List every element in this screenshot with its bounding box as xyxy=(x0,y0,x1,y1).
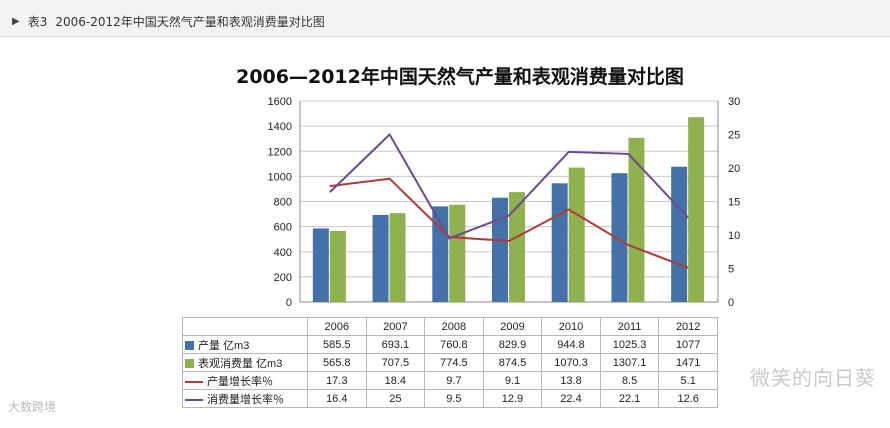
data-label: 5.1 xyxy=(658,371,718,390)
data-table: 2006 2007 2008 2009 2010 2011 2012 产量 亿m3 585.5 6… xyxy=(182,317,718,408)
data-label: 13.8 xyxy=(541,371,601,390)
data-label: 565.8 xyxy=(307,353,367,372)
data-label: 16.4 xyxy=(307,389,367,408)
data-label: 22.1 xyxy=(599,389,660,408)
y-tick-label: 200 xyxy=(274,272,292,284)
bar-production xyxy=(671,166,688,302)
table-row: 产量增长率％ 17.3 18.4 9.7 9.1 13.8 8.5 5.1 xyxy=(182,371,718,390)
legend-label: 产量增长率％ xyxy=(207,375,273,388)
table-corner xyxy=(182,317,308,336)
y-tick-label: 800 xyxy=(274,197,292,209)
data-label: 693.1 xyxy=(365,335,426,354)
legend-label: 表观消费量 亿m3 xyxy=(198,357,283,370)
data-label: 944.8 xyxy=(541,335,601,354)
x-tick-label: 2010 xyxy=(541,317,601,336)
y2-tick-label: 30 xyxy=(728,96,740,108)
caption-marker: ▶ xyxy=(12,15,20,27)
bar-production xyxy=(492,197,508,302)
legend-label: 产量 亿m3 xyxy=(198,339,250,352)
table-row: 消费量增长率％ 16.4 25 9.5 12.9 22.4 22.1 12.6 xyxy=(182,389,718,408)
watermark-right: 微笑的向日葵 xyxy=(750,366,876,390)
x-tick-label: 2009 xyxy=(482,317,543,336)
legend-entry: 表观消费量 亿m3 xyxy=(182,353,308,372)
data-label: 9.1 xyxy=(482,371,543,390)
bar-consumption xyxy=(509,192,525,302)
data-label: 18.4 xyxy=(365,371,426,390)
y2-tick-label: 25 xyxy=(728,130,740,142)
y2-tick-label: 15 xyxy=(728,197,740,209)
bar-consumption xyxy=(449,204,466,302)
bar-consumption xyxy=(628,137,645,302)
legend-swatch xyxy=(185,341,194,351)
caption-text: 2006-2012年中国天然气产量和表观消费量对比图 xyxy=(55,14,325,29)
y2-tick-label: 0 xyxy=(728,297,734,309)
chart-title: 2006—2012年中国天然气产量和表观消费量对比图 xyxy=(236,66,684,88)
x-tick-label: 2008 xyxy=(424,317,484,336)
y-tick-label: 1400 xyxy=(268,121,292,133)
data-label: 829.9 xyxy=(482,335,543,354)
data-label: 774.5 xyxy=(424,353,484,372)
data-label: 9.5 xyxy=(424,389,484,408)
bar-production xyxy=(611,173,628,302)
data-label: 707.5 xyxy=(365,353,426,372)
y-tick-label: 400 xyxy=(274,247,292,259)
data-label: 760.8 xyxy=(424,335,484,354)
x-tick-label: 2012 xyxy=(658,317,718,336)
y-tick-label: 0 xyxy=(286,297,292,309)
data-label: 12.6 xyxy=(658,389,718,408)
bar-consumption xyxy=(389,213,406,302)
data-label: 1025.3 xyxy=(599,335,660,354)
caption-label: 表3 xyxy=(27,14,48,29)
bar-consumption xyxy=(568,167,585,302)
legend-swatch xyxy=(185,359,194,369)
bar-consumption xyxy=(688,117,705,302)
legend-swatch xyxy=(185,380,203,383)
watermark-left: 大数跨境 xyxy=(8,400,57,414)
data-label: 12.9 xyxy=(482,389,543,408)
data-label: 1307.1 xyxy=(599,353,660,372)
figure-caption: ▶ 表3 2006-2012年中国天然气产量和表观消费量对比图 xyxy=(12,10,890,32)
line-production-growth xyxy=(329,177,689,269)
data-label: 25 xyxy=(365,389,426,408)
data-label: 17.3 xyxy=(307,371,367,390)
legend-entry: 产量增长率％ xyxy=(182,371,308,390)
data-label: 22.4 xyxy=(541,389,601,408)
line-consumption-growth xyxy=(329,132,689,240)
y-tick-label: 1200 xyxy=(268,146,292,158)
legend-entry: 消费量增长率％ xyxy=(182,389,308,408)
data-label: 1077 xyxy=(658,335,718,354)
x-tick-label: 2006 xyxy=(307,317,367,336)
legend-swatch xyxy=(185,398,203,401)
bar-production xyxy=(312,228,329,302)
y-tick-label: 600 xyxy=(274,222,292,234)
data-label: 585.5 xyxy=(307,335,367,354)
y-tick-label: 1600 xyxy=(268,96,292,108)
bar-production xyxy=(551,183,568,302)
y2-tick-label: 5 xyxy=(728,264,734,276)
bar-production xyxy=(372,214,389,302)
data-label: 874.5 xyxy=(482,353,543,372)
y2-tick-label: 20 xyxy=(728,163,740,175)
legend-entry: 产量 亿m3 xyxy=(182,335,308,354)
table-row: 表观消费量 亿m3 565.8 707.5 774.5 874.5 1070.3 1307.… xyxy=(182,353,718,372)
y2-tick-label: 10 xyxy=(728,230,740,242)
y-tick-label: 1000 xyxy=(268,171,292,183)
x-tick-label: 2011 xyxy=(599,317,660,336)
data-label: 1070.3 xyxy=(541,353,601,372)
table-row: 产量 亿m3 585.5 693.1 760.8 829.9 944.8 1025.3 107… xyxy=(182,335,718,354)
data-label: 1471 xyxy=(658,353,718,372)
data-label: 8.5 xyxy=(599,371,660,390)
legend-label: 消费量增长率％ xyxy=(207,393,284,406)
bar-consumption xyxy=(329,230,346,302)
data-label: 9.7 xyxy=(424,371,484,390)
caption-band xyxy=(0,0,890,37)
x-tick-label: 2007 xyxy=(365,317,426,336)
